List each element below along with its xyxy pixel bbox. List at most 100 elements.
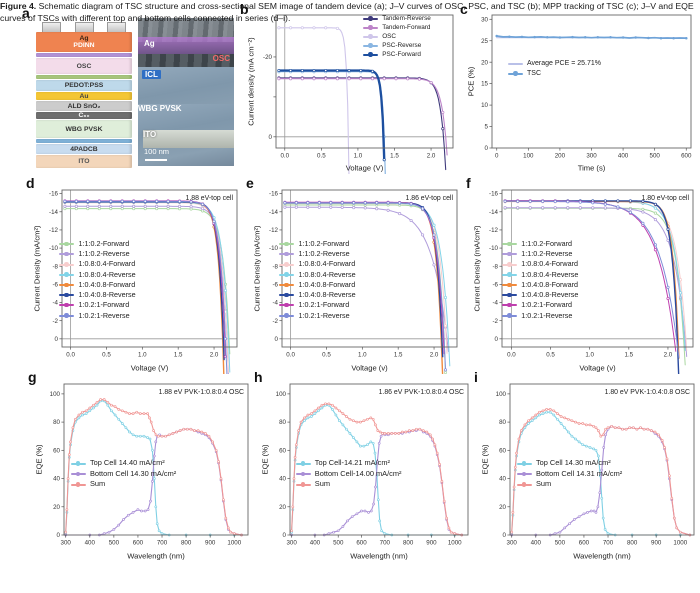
legend-swatch — [363, 43, 379, 48]
svg-text:700: 700 — [603, 540, 614, 547]
svg-text:-2: -2 — [272, 318, 278, 325]
legend-swatch — [502, 262, 518, 267]
legend-item: Tandem-Forward — [363, 23, 431, 32]
legend-label: 1:1:0.2-Reverse — [521, 249, 573, 259]
legend-label: 1:0.8:0.4-Reverse — [521, 269, 579, 279]
svg-text:1.5: 1.5 — [174, 352, 183, 359]
legend-label: Bottom Cell 14.30 mA/cm² — [89, 468, 177, 478]
legend-item: Sum — [70, 479, 176, 490]
svg-text:0.5: 0.5 — [102, 352, 111, 359]
panel-letter-e: e — [246, 175, 254, 191]
legend-label: 1:0.4:0.8-Reverse — [78, 290, 136, 300]
svg-text:1000: 1000 — [227, 540, 241, 547]
svg-text:Wavelength (nm): Wavelength (nm) — [573, 552, 631, 561]
legend-label: Average PCE = 25.71% — [527, 59, 602, 67]
svg-text:0: 0 — [283, 532, 287, 539]
legend-item: 1:1:0.2-Reverse — [502, 249, 578, 259]
legend-item: 1:0.8:0.4-Reverse — [59, 269, 136, 280]
legend-label: Top Cell-14.21 mA/cm² — [314, 458, 390, 468]
legend-swatch — [59, 282, 75, 288]
legend-label: 1:0.8:0.4-Reverse — [78, 269, 136, 279]
svg-text:EQE (%): EQE (%) — [481, 444, 490, 474]
svg-text:20: 20 — [279, 504, 286, 511]
stack-layer-au: Au — [36, 92, 132, 100]
legend-item: 1:0.4:0.8-Forward — [279, 280, 355, 290]
legend-label: 1:0.2:1-Forward — [78, 300, 130, 310]
legend-swatch — [59, 302, 75, 308]
svg-text:1.86 eV-top cell: 1.86 eV-top cell — [405, 195, 453, 202]
legend-item: TSC — [508, 69, 601, 79]
legend-i: Top Cell 14.30 mA/cm² Bottom Cell 14.31 m… — [516, 458, 623, 490]
svg-text:0: 0 — [485, 145, 489, 152]
legend-item: 1:1:0.2-Forward — [279, 239, 355, 249]
svg-text:500: 500 — [555, 540, 566, 547]
legend-label: 1:0.2:1-Reverse — [298, 310, 350, 320]
legend-label: PSC-Reverse — [382, 42, 422, 50]
svg-text:-16: -16 — [269, 191, 279, 198]
svg-text:900: 900 — [205, 540, 216, 547]
panel-letter-h: h — [254, 369, 263, 385]
sem-label-osc: OSC — [212, 53, 230, 63]
svg-text:100: 100 — [276, 391, 287, 398]
svg-text:Voltage (v): Voltage (v) — [351, 364, 388, 373]
legend-swatch — [279, 241, 295, 247]
svg-text:1.88 eV PVK-1:0.8:0.4 OSC: 1.88 eV PVK-1:0.8:0.4 OSC — [159, 389, 244, 396]
svg-text:300: 300 — [507, 540, 518, 547]
svg-text:60: 60 — [279, 447, 286, 454]
sem-osc-band — [138, 53, 234, 67]
panel-h-eqe-chart: h 300 400 500 600 700 800 900 1000 0 20 40 60 80 100 Wa… — [254, 369, 474, 561]
svg-text:-16: -16 — [49, 191, 59, 198]
legend-swatch — [59, 241, 75, 247]
chart-plot-c: 0 100 200 300 400 500 600 0 5 10 15 20 25 30 Time (s) P… — [467, 14, 692, 173]
svg-text:0.5: 0.5 — [317, 153, 326, 160]
legend-swatch — [508, 62, 523, 65]
legend-f: 1:1:0.2-Forward 1:1:0.2-Reverse 1:0.8:0.4-… — [502, 239, 578, 321]
svg-text:900: 900 — [426, 540, 437, 547]
legend-item: 1:0.8:0.4-Forward — [59, 259, 135, 269]
legend-item: 1:0.4:0.8-Reverse — [279, 290, 356, 300]
svg-text:EQE (%): EQE (%) — [261, 444, 270, 474]
legend-swatch — [279, 282, 295, 288]
svg-text:80: 80 — [53, 419, 60, 426]
chart-plot-f: 0.0 0.5 1.0 1.5 2.0 0 -2 -4 -6 -8 -10 -12 -14 -16 Volt… — [473, 189, 694, 374]
legend-swatch — [502, 241, 518, 247]
legend-swatch — [502, 292, 518, 298]
svg-text:0: 0 — [495, 153, 499, 160]
svg-text:-4: -4 — [272, 300, 278, 307]
svg-text:1.80 eV-top cell: 1.80 eV-top cell — [641, 195, 689, 202]
panel-letter-d: d — [26, 175, 35, 191]
svg-text:2.0: 2.0 — [664, 352, 673, 359]
svg-text:0: 0 — [269, 134, 273, 141]
legend-label: Bottom Cell 14.31 mA/cm² — [535, 468, 623, 478]
legend-label: 1:1:0.2-Forward — [298, 239, 350, 249]
svg-text:-8: -8 — [492, 263, 498, 270]
svg-text:1.0: 1.0 — [358, 352, 367, 359]
legend-label: 1:0.8:0.4-Forward — [521, 259, 578, 269]
legend-item: Top Cell 14.30 mA/cm² — [516, 458, 622, 469]
svg-text:500: 500 — [333, 540, 344, 547]
svg-text:-14: -14 — [49, 209, 59, 216]
legend-b: Tandem-Reverse Tandem-Forward OSC PSC-Rever… — [363, 14, 431, 59]
panel-e-jv-chart: e 0.0 0.5 1.0 1.5 2.0 0 -2 -4 -6 -8 -10 -12 -14 -16 Vol… — [246, 175, 462, 374]
svg-text:1.88 eV-top cell: 1.88 eV-top cell — [185, 195, 233, 202]
svg-text:100: 100 — [50, 391, 61, 398]
svg-text:1000: 1000 — [448, 540, 462, 547]
legend-swatch — [502, 282, 518, 288]
legend-label: Sum — [535, 479, 552, 489]
stack-layer-4padcb: 4PADCB — [36, 144, 132, 154]
chart-plot-h: 300 400 500 600 700 800 900 1000 0 20 40 60 80 100 Wav… — [261, 383, 469, 561]
svg-text:Current density (mA cm⁻²): Current density (mA cm⁻²) — [247, 37, 256, 126]
sem-label-ag: Ag — [144, 38, 155, 48]
panel-b-jv-chart: b 0.0 0.5 1.0 1.5 2.0 0 -20 Voltage (V) Current d… — [240, 2, 460, 174]
panel-f-jv-chart: f 0.0 0.5 1.0 1.5 2.0 0 -2 -4 -6 -8 -10 -12 -14 -16 Vol… — [466, 176, 700, 374]
legend-swatch — [59, 262, 75, 267]
sem-label-ito: ITO — [143, 130, 234, 149]
svg-text:800: 800 — [627, 540, 638, 547]
svg-text:600: 600 — [133, 540, 144, 547]
legend-swatch — [59, 313, 75, 318]
svg-text:300: 300 — [61, 540, 72, 547]
chart-plot-g: 300 400 500 600 700 800 900 1000 0 20 40 60 80 100 Wav… — [35, 383, 249, 561]
stack-layer-label: Ag — [79, 35, 89, 42]
legend-label: 1:1:0.2-Forward — [521, 239, 572, 249]
legend-swatch — [502, 302, 518, 308]
